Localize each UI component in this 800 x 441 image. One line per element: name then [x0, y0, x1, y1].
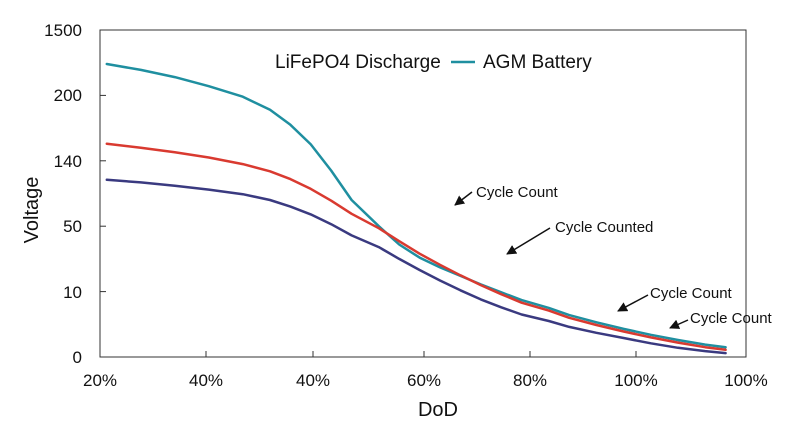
annotation-label: Cycle Counted [555, 219, 653, 236]
annotation-arrow [506, 227, 551, 255]
series-line-red [105, 142, 727, 352]
y-axis-title: Voltage [21, 177, 43, 244]
annotation-label: Cycle Count [476, 184, 559, 201]
y-tick-label: 50 [63, 217, 82, 236]
series-line-navy [105, 178, 727, 355]
x-tick-label: 20% [83, 371, 117, 390]
series-group [105, 62, 727, 355]
y-tick-label: 200 [54, 86, 82, 105]
annotation-arrow [669, 319, 689, 329]
x-tick-label: 100% [614, 371, 657, 390]
x-tick-label: 60% [407, 371, 441, 390]
y-tick-label: 140 [54, 152, 82, 171]
plot-frame [99, 29, 747, 358]
annotation-label: Cycle Count [650, 285, 733, 302]
x-tick-label: 40% [189, 371, 223, 390]
y-tick-label: 10 [63, 283, 82, 302]
x-tick-label: 100% [724, 371, 767, 390]
annotation-label: Cycle Count [690, 310, 773, 327]
annotation-arrow [454, 191, 473, 206]
legend-label-agm-battery: AGM Battery [483, 52, 592, 73]
tick-marks [99, 29, 747, 358]
y-tick-label: 1500 [44, 21, 82, 40]
annotations: Cycle Count Cycle Counted Cycle Count Cy… [454, 184, 773, 329]
x-axis-title: DoD [418, 399, 458, 421]
legend-label-lifepo4-discharge: LiFePO4 Discharge [275, 52, 441, 73]
legend: LiFePO4 Discharge AGM Battery [275, 52, 592, 73]
annotation-arrow [617, 294, 649, 312]
x-tick-label: 80% [513, 371, 547, 390]
y-tick-label: 0 [73, 348, 82, 367]
series-line-agm-battery [105, 62, 727, 349]
x-tick-label: 40% [296, 371, 330, 390]
